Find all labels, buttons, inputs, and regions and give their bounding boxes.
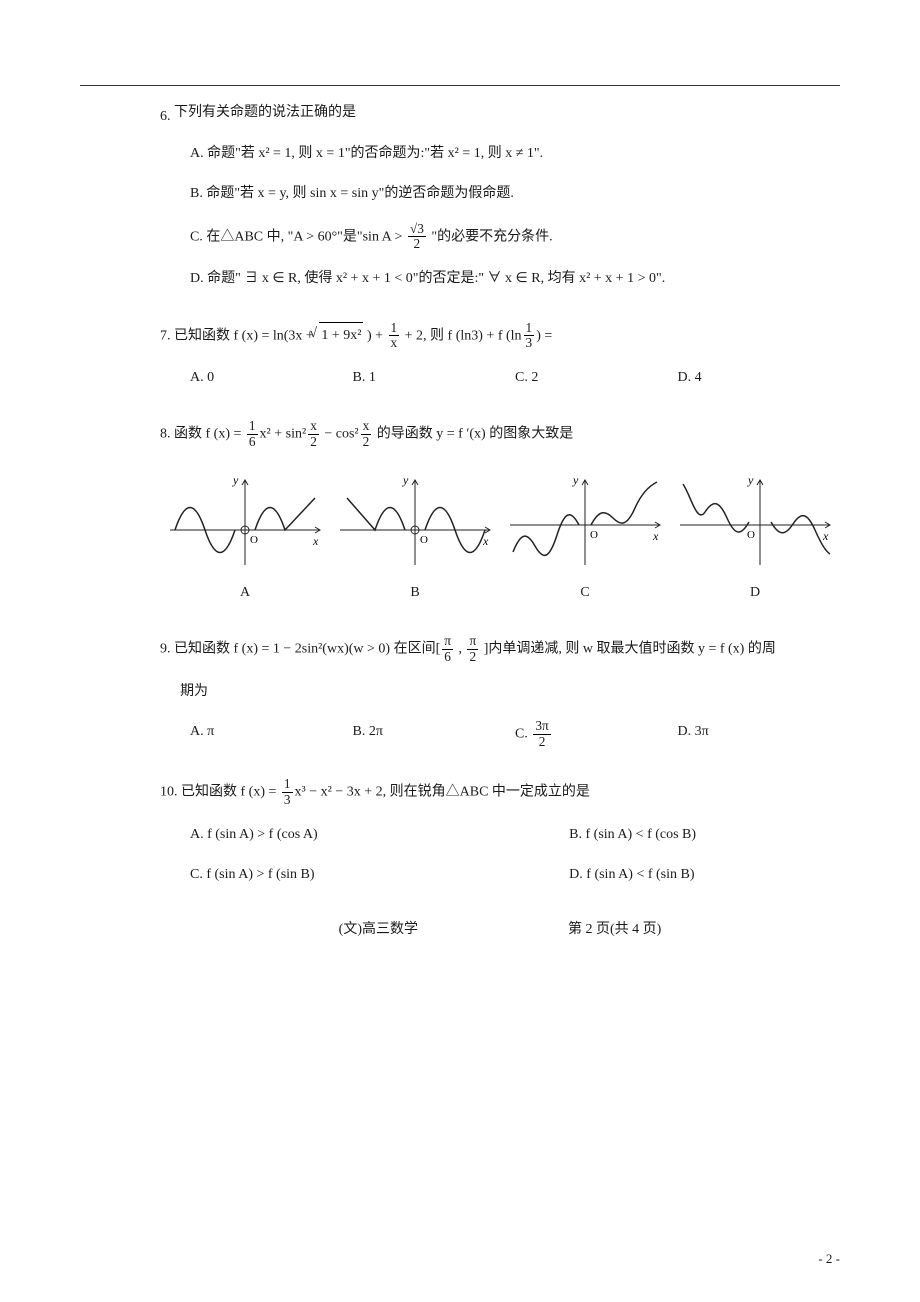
- q10-options-row2: C. f (sin A) > f (sin B) D. f (sin A) < …: [160, 862, 840, 889]
- q8-label-b: B: [330, 580, 500, 607]
- q8-graph-d: y x O: [675, 470, 835, 570]
- question-9: 9. 已知函数 f (x) = 1 − 2sin²(wx)(w > 0) 在区间…: [160, 634, 840, 749]
- svg-text:y: y: [402, 473, 409, 487]
- q8-graph-c: y x O: [505, 470, 665, 570]
- q7-sqrt: 1 + 9x²: [319, 322, 363, 350]
- q10-opt-d: D. f (sin A) < f (sin B): [569, 862, 840, 889]
- q6-opt-a: A. 命题"若 x² = 1, 则 x = 1"的否命题为:"若 x² = 1,…: [160, 141, 840, 168]
- page-number: - 2 -: [818, 1247, 840, 1272]
- svg-text:O: O: [250, 534, 258, 546]
- q9-opt-a: A. π: [190, 719, 353, 749]
- question-10: 10. 已知函数 f (x) = 13x³ − x² − 3x + 2, 则在锐…: [160, 777, 840, 888]
- q10-number: 10.: [160, 785, 178, 800]
- svg-text:y: y: [572, 473, 579, 487]
- q8-graph-labels: A B C D: [160, 580, 840, 607]
- q8-stem: 8. 函数 f (x) = 16x² + sin²x2 − cos²x2 的导函…: [160, 419, 840, 449]
- header-rule: [80, 85, 840, 86]
- svg-text:y: y: [747, 473, 754, 487]
- q6-stem: 6. 下列有关命题的说法正确的是: [160, 100, 840, 127]
- q8-label-d: D: [670, 580, 840, 607]
- q9-opt-d: D. 3π: [678, 719, 841, 749]
- question-6: 6. 下列有关命题的说法正确的是 A. 命题"若 x² = 1, 则 x = 1…: [160, 100, 840, 293]
- page-footer: (文)高三数学 第 2 页(共 4 页): [160, 917, 840, 944]
- q9-opt-c: C. 3π2: [515, 719, 678, 749]
- footer-right: 第 2 页(共 4 页): [568, 917, 661, 944]
- svg-text:y: y: [232, 473, 239, 487]
- q9-stem: 9. 已知函数 f (x) = 1 − 2sin²(wx)(w > 0) 在区间…: [160, 634, 840, 664]
- q6-number: 6.: [160, 109, 171, 124]
- q10-stem: 10. 已知函数 f (x) = 13x³ − x² − 3x + 2, 则在锐…: [160, 777, 840, 807]
- q10-opt-a: A. f (sin A) > f (cos A): [190, 822, 569, 849]
- q9-stem-line2: 期为: [160, 679, 840, 706]
- q6-opt-d: D. 命题" ∃ x ∈ R, 使得 x² + x + 1 < 0"的否定是:"…: [160, 266, 840, 293]
- question-7: 7. 已知函数 f (x) = ln(3x + 1 + 9x² ) + 1x +…: [160, 321, 840, 392]
- svg-text:x: x: [312, 534, 319, 548]
- q7-stem: 7. 已知函数 f (x) = ln(3x + 1 + 9x² ) + 1x +…: [160, 321, 840, 351]
- q7-options: A. 0 B. 1 C. 2 D. 4: [160, 365, 840, 392]
- svg-text:x: x: [822, 529, 829, 543]
- q8-label-a: A: [160, 580, 330, 607]
- footer-left: (文)高三数学: [339, 917, 418, 944]
- q6-text: 下列有关命题的说法正确的是: [174, 105, 356, 120]
- q6-c-frac: √3 2: [408, 222, 426, 252]
- exam-page: 6. 下列有关命题的说法正确的是 A. 命题"若 x² = 1, 则 x = 1…: [0, 0, 920, 1302]
- q6-opt-b: B. 命题"若 x = y, 则 sin x = sin y"的逆否命题为假命题…: [160, 181, 840, 208]
- q6-opt-c: C. 在△ABC 中, "A > 60°"是"sin A > √3 2 "的必要…: [160, 222, 840, 252]
- q7-opt-a: A. 0: [190, 365, 353, 392]
- q7-opt-d: D. 4: [678, 365, 841, 392]
- svg-text:O: O: [747, 529, 755, 541]
- q7-opt-b: B. 1: [353, 365, 516, 392]
- q9-number: 9.: [160, 642, 171, 657]
- q8-graph-b: y x O: [335, 470, 495, 570]
- question-8: 8. 函数 f (x) = 16x² + sin²x2 − cos²x2 的导函…: [160, 419, 840, 606]
- q10-options-row1: A. f (sin A) > f (cos A) B. f (sin A) < …: [160, 822, 840, 849]
- q8-graph-a: y x O: [165, 470, 325, 570]
- q9-opt-b: B. 2π: [353, 719, 516, 749]
- q7-number: 7.: [160, 328, 171, 343]
- q8-graphs: y x O y x O y: [160, 470, 840, 570]
- q9-options: A. π B. 2π C. 3π2 D. 3π: [160, 719, 840, 749]
- q10-opt-c: C. f (sin A) > f (sin B): [190, 862, 569, 889]
- svg-text:O: O: [590, 529, 598, 541]
- svg-text:O: O: [420, 534, 428, 546]
- q8-label-c: C: [500, 580, 670, 607]
- svg-text:x: x: [652, 529, 659, 543]
- q7-opt-c: C. 2: [515, 365, 678, 392]
- q8-number: 8.: [160, 427, 171, 442]
- q10-opt-b: B. f (sin A) < f (cos B): [569, 822, 840, 849]
